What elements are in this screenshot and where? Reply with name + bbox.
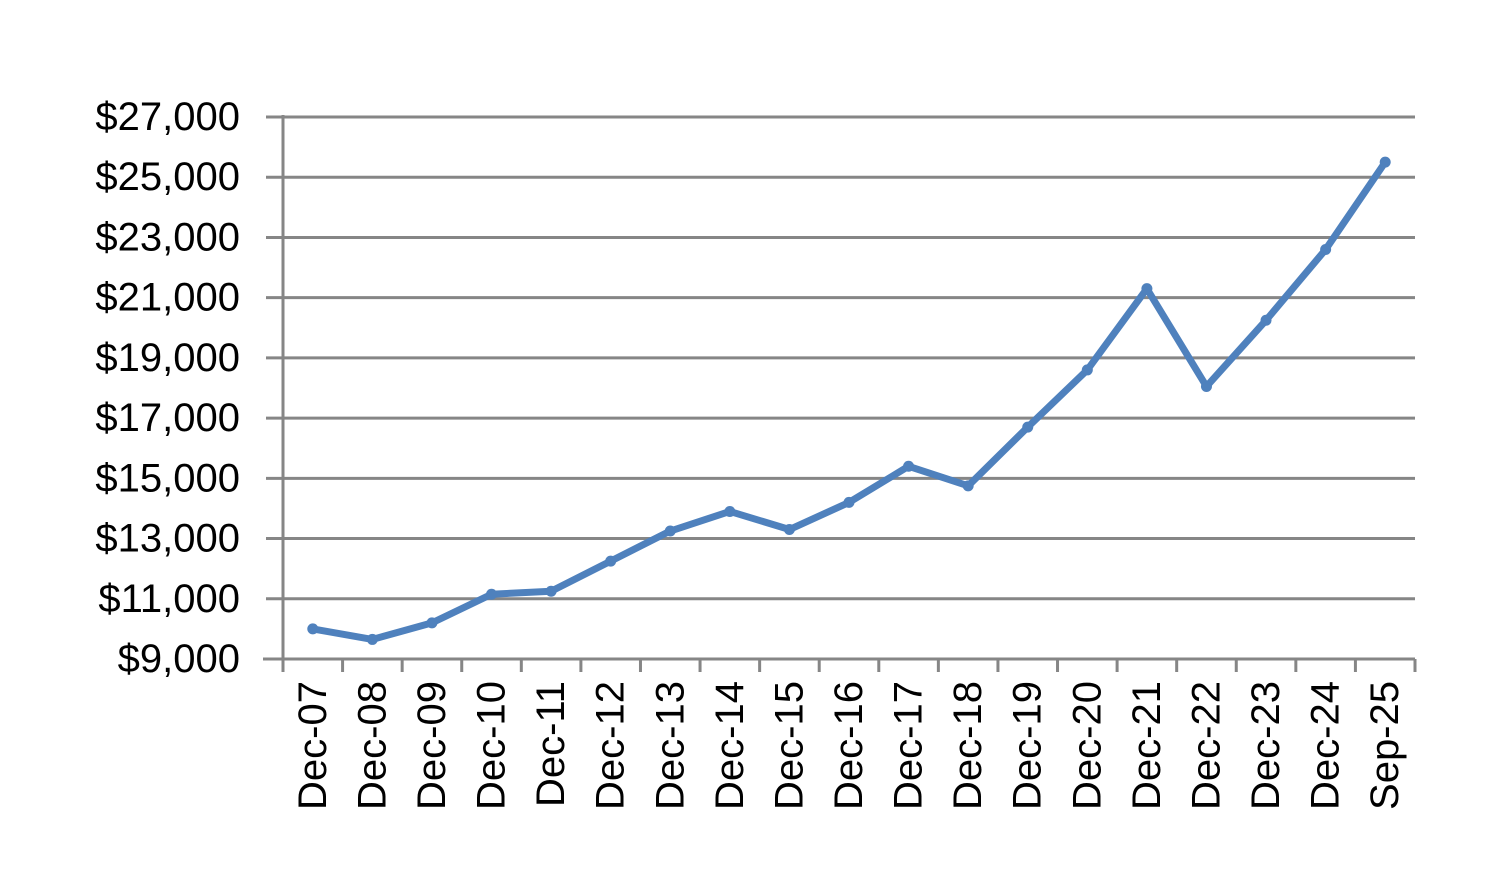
x-axis-label: Dec-15 <box>767 681 811 810</box>
x-axis-label: Dec-17 <box>887 681 931 810</box>
data-point-marker <box>1141 283 1153 295</box>
y-axis-label: $11,000 <box>98 577 240 621</box>
data-point-marker <box>843 496 855 508</box>
x-axis-label: Sep-25 <box>1363 681 1407 810</box>
x-axis-label: Dec-08 <box>350 681 394 810</box>
data-point-marker <box>962 480 974 492</box>
data-point-marker <box>783 524 795 536</box>
x-axis-label: Dec-11 <box>529 681 573 807</box>
y-axis-label: $25,000 <box>95 155 240 199</box>
x-axis-label: Dec-23 <box>1244 681 1288 810</box>
x-axis-label: Dec-12 <box>589 681 633 810</box>
x-axis-label: Dec-14 <box>708 681 752 810</box>
x-axis-label: Dec-18 <box>946 681 990 810</box>
data-point-marker <box>724 505 736 517</box>
data-point-marker <box>605 555 617 567</box>
y-axis-label: $9,000 <box>118 637 240 681</box>
x-axis-label: Dec-22 <box>1184 681 1228 810</box>
y-axis-label: $13,000 <box>95 517 240 561</box>
x-axis-label: Dec-10 <box>470 681 514 810</box>
x-axis-label: Dec-07 <box>291 681 335 810</box>
data-point-marker <box>1379 156 1391 168</box>
data-point-marker <box>1320 243 1332 255</box>
data-point-marker <box>426 617 438 629</box>
x-axis-label: Dec-20 <box>1065 681 1109 810</box>
x-axis-label: Dec-24 <box>1304 681 1348 810</box>
y-axis-label: $23,000 <box>95 215 240 259</box>
data-point-marker <box>664 525 676 537</box>
data-point-marker <box>903 460 915 472</box>
data-point-marker <box>1081 364 1093 376</box>
data-point-marker <box>1200 380 1212 392</box>
data-point-marker <box>366 633 378 645</box>
x-axis-label: Dec-21 <box>1125 681 1169 810</box>
series-line <box>309 158 1389 643</box>
data-point-marker <box>1022 421 1034 433</box>
x-axis-label: Dec-09 <box>410 681 454 810</box>
data-point-marker <box>545 585 557 597</box>
x-axis-label: Dec-16 <box>827 681 871 810</box>
y-axis-label: $19,000 <box>95 336 240 380</box>
data-point-marker <box>1260 314 1272 326</box>
y-axis-label: $21,000 <box>95 276 240 320</box>
data-point-marker <box>307 623 319 635</box>
y-axis-label: $15,000 <box>95 456 240 500</box>
y-axis-label: $27,000 <box>95 95 240 139</box>
x-axis-label: Dec-19 <box>1006 681 1050 810</box>
x-axis-label: Dec-13 <box>648 681 692 810</box>
y-axis-label: $17,000 <box>95 396 240 440</box>
data-point-marker <box>486 588 498 600</box>
